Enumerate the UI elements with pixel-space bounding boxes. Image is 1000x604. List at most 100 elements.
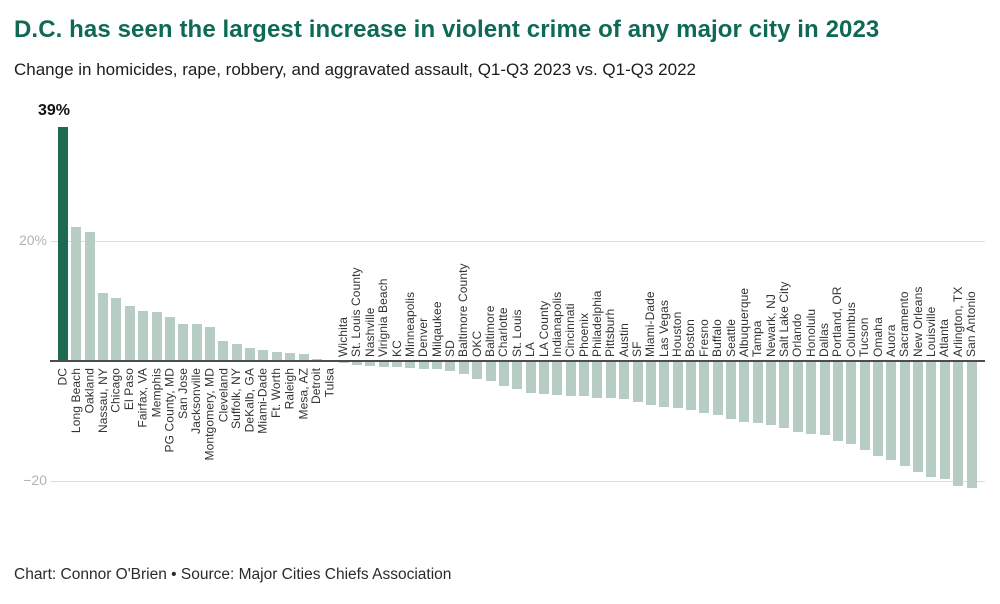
x-tick-label: LA — [523, 342, 538, 357]
x-tick-label: Fresno — [696, 319, 711, 357]
bar — [124, 306, 135, 361]
x-tick-label: KC — [389, 340, 404, 357]
y-tick-label: 20% — [18, 232, 47, 248]
bar — [966, 361, 977, 488]
bar — [205, 326, 215, 361]
x-tick-label: Nashville — [362, 307, 377, 357]
x-tick-label: Albuquerque — [736, 287, 751, 357]
bar — [579, 361, 589, 397]
bar — [512, 361, 523, 390]
bar — [819, 361, 830, 436]
bar — [552, 361, 563, 396]
chart-subtitle: Change in homicides, rape, robbery, and … — [14, 60, 696, 79]
bar — [285, 353, 296, 361]
bar — [405, 361, 416, 369]
bar — [178, 323, 189, 361]
bar — [392, 361, 402, 367]
x-tick-label: Sacramento — [897, 291, 912, 357]
x-tick-label: Tampa — [750, 320, 765, 357]
x-tick-label: Montgomery, MD — [202, 368, 217, 461]
bar — [351, 361, 362, 366]
bar — [111, 298, 122, 361]
bar — [498, 361, 509, 387]
x-tick-label: Ft. Worth — [269, 368, 284, 419]
bar — [632, 361, 643, 402]
x-tick-label: Portland, OR — [830, 286, 845, 357]
bar — [806, 361, 817, 435]
bar — [672, 361, 683, 408]
x-tick-label: Orlando — [790, 313, 805, 357]
x-tick-label: Virignia Beach — [376, 278, 391, 357]
bar — [138, 310, 149, 361]
x-tick-label: Charlotte — [496, 307, 511, 357]
x-tick-label: Boston — [683, 319, 698, 357]
x-tick-label: Fairfax, VA — [135, 368, 150, 428]
x-tick-label: New Orleans — [910, 286, 925, 357]
gridline — [50, 241, 985, 242]
bar — [71, 227, 82, 361]
x-tick-label: Seattle — [723, 318, 738, 357]
x-tick-label: Suffolk, NY — [229, 368, 244, 429]
bar — [605, 361, 616, 399]
bar — [418, 361, 429, 369]
x-tick-label: Columbus — [843, 302, 858, 357]
x-tick-label: Oakland — [82, 368, 97, 414]
x-tick-label: Long Beach — [68, 368, 83, 434]
bar — [365, 361, 376, 367]
y-tick-label: −20 — [23, 472, 47, 488]
x-tick-label: Phoenix — [576, 312, 591, 357]
x-tick-label: OKC — [469, 330, 484, 357]
bar — [926, 361, 937, 477]
bar — [271, 352, 282, 361]
x-tick-label: Miami-Dade — [643, 291, 658, 357]
x-tick-label: St. Louis County — [349, 267, 364, 357]
bar — [886, 361, 897, 460]
bar — [899, 361, 910, 466]
bar — [98, 293, 109, 361]
x-tick-label: Raleigh — [282, 368, 297, 410]
bar — [685, 361, 696, 411]
bar — [218, 341, 229, 361]
bar — [378, 361, 389, 367]
bar — [338, 361, 349, 364]
x-tick-label: PG County, MD — [162, 368, 177, 453]
bar — [472, 361, 483, 379]
x-tick-label: DC — [55, 368, 70, 386]
bar — [619, 361, 630, 400]
x-tick-label: El Paso — [122, 368, 137, 411]
x-tick-label: St. Louis — [509, 309, 524, 357]
x-tick-label: LA County — [536, 300, 551, 357]
x-tick-label: San Antonio — [964, 291, 978, 357]
x-tick-label: San Jose — [175, 368, 190, 419]
footer-credit: Chart: Connor O'Brien • Source: Major Ci… — [14, 566, 452, 583]
bar — [151, 311, 162, 361]
x-tick-label: Miami-Dade — [255, 368, 270, 434]
value-annotation: 39% — [38, 102, 71, 119]
page-title: D.C. has seen the largest increase in vi… — [14, 16, 880, 43]
bar — [913, 361, 923, 472]
bar — [846, 361, 857, 445]
x-tick-label: Honolulu — [803, 308, 818, 357]
x-tick-label: DeKalb, GA — [242, 368, 257, 433]
bar — [939, 361, 950, 479]
x-tick-label: Chicago — [108, 368, 123, 413]
bar — [752, 361, 763, 423]
bar — [84, 232, 95, 361]
bar — [258, 350, 269, 361]
x-tick-label: Austin — [616, 323, 631, 357]
bar — [539, 361, 549, 394]
x-tick-label: Las Vegas — [656, 300, 671, 357]
x-tick-label: Philadelphia — [589, 290, 604, 357]
bar — [832, 361, 843, 442]
x-tick-label: Pittsburh — [603, 308, 618, 357]
gridline — [50, 481, 985, 482]
bar — [458, 361, 469, 374]
x-tick-label: Arlington, TX — [950, 286, 965, 357]
x-tick-label: Memphis — [149, 368, 163, 418]
x-tick-label: Baltimore County — [456, 263, 471, 357]
bar — [792, 361, 803, 432]
x-tick-label: Jacksonville — [189, 368, 204, 434]
x-tick-label: Buffalo — [710, 319, 725, 357]
bar — [231, 344, 242, 361]
